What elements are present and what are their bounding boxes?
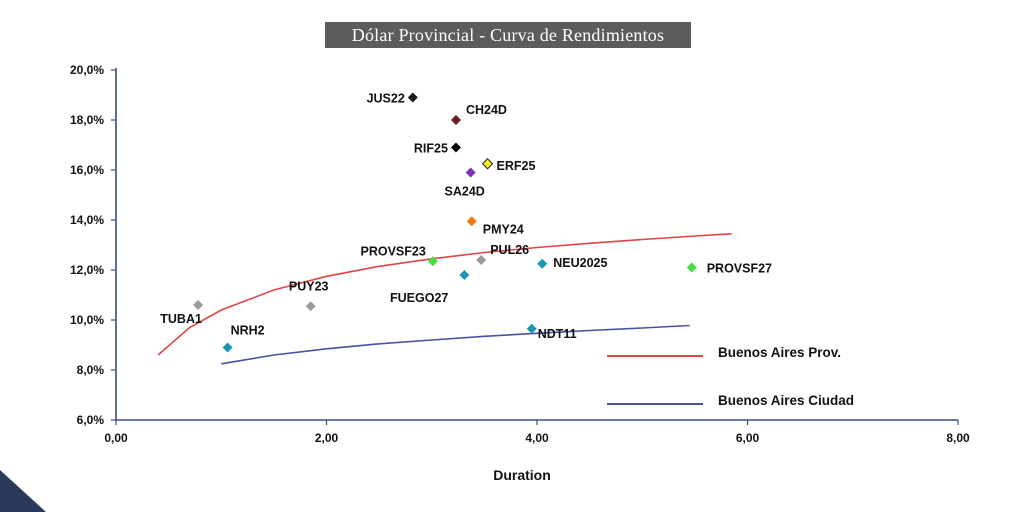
- point-label-fuego27: FUEGO27: [390, 291, 448, 305]
- point-label-ch24d: CH24D: [466, 103, 507, 117]
- point-rif25: [450, 142, 461, 153]
- point-label-provsf27: PROVSF27: [707, 262, 772, 276]
- point-label-sa24d: SA24D: [445, 185, 485, 199]
- point-label-ndt11: NDT11: [538, 327, 577, 341]
- point-label-puy23: PUY23: [289, 279, 329, 293]
- point-neu2025: [537, 258, 548, 269]
- point-label-tuba1: TUBA1: [160, 312, 202, 326]
- x-tick-label: 6,00: [736, 431, 760, 445]
- x-tick-label: 4,00: [525, 431, 549, 445]
- legend: Buenos Aires Prov. Buenos Aires Ciudad: [607, 345, 854, 408]
- point-sa24d: [465, 167, 476, 178]
- point-puy23: [305, 301, 316, 312]
- point-nrh2: [222, 342, 233, 353]
- x-tick-label: 0,00: [104, 431, 128, 445]
- chart-title: Dólar Provincial - Curva de Rendimientos: [325, 22, 691, 48]
- legend-label-buenos-aires-ciudad: Buenos Aires Ciudad: [718, 393, 854, 408]
- y-tick-label: 8,0%: [77, 363, 105, 377]
- data-points: JUS22 CH24D RIF25 ERF25 SA24D PMY24 PROVSF23 PU…: [160, 92, 772, 353]
- y-tick-label: 18,0%: [70, 113, 104, 127]
- y-tick-label: 6,0%: [77, 413, 105, 427]
- x-tick-label: 8,00: [946, 431, 970, 445]
- point-label-pul26: PUL26: [490, 243, 529, 257]
- point-tuba1: [193, 300, 204, 310]
- x-axis-label: Duration: [493, 467, 551, 483]
- point-pmy24: [466, 216, 477, 227]
- point-label-rif25: RIF25: [414, 142, 448, 156]
- point-provsf27: [686, 262, 697, 273]
- y-tick-label: 12,0%: [70, 263, 104, 277]
- corner-decoration: [0, 470, 46, 512]
- y-tick-label: 16,0%: [70, 163, 104, 177]
- x-tick-label: 2,00: [315, 431, 339, 445]
- y-tick-label: 20,0%: [70, 63, 104, 77]
- point-erf25: [481, 158, 494, 170]
- y-tick-label: 14,0%: [70, 213, 104, 227]
- point-label-nrh2: NRH2: [231, 324, 265, 338]
- point-label-neu2025: NEU2025: [553, 256, 607, 270]
- point-label-jus22: JUS22: [367, 92, 405, 106]
- point-label-provsf23: PROVSF23: [360, 244, 425, 258]
- point-provsf23: [427, 256, 438, 267]
- point-fuego27: [459, 270, 470, 280]
- point-label-erf25: ERF25: [497, 159, 536, 173]
- point-ch24d: [450, 115, 461, 125]
- point-ndt11: [526, 323, 537, 334]
- y-tick-label: 10,0%: [70, 313, 104, 327]
- legend-label-buenos-aires-prov: Buenos Aires Prov.: [718, 345, 841, 360]
- axes: 6,0% 8,0% 10,0% 12,0% 14,0% 16,0% 18,0% 20,0% 0,…: [70, 63, 970, 483]
- point-label-pmy24: PMY24: [483, 222, 524, 236]
- point-jus22: [407, 92, 418, 103]
- series-line-buenos-aires-ciudad: [221, 324, 690, 365]
- point-pul26: [476, 255, 487, 265]
